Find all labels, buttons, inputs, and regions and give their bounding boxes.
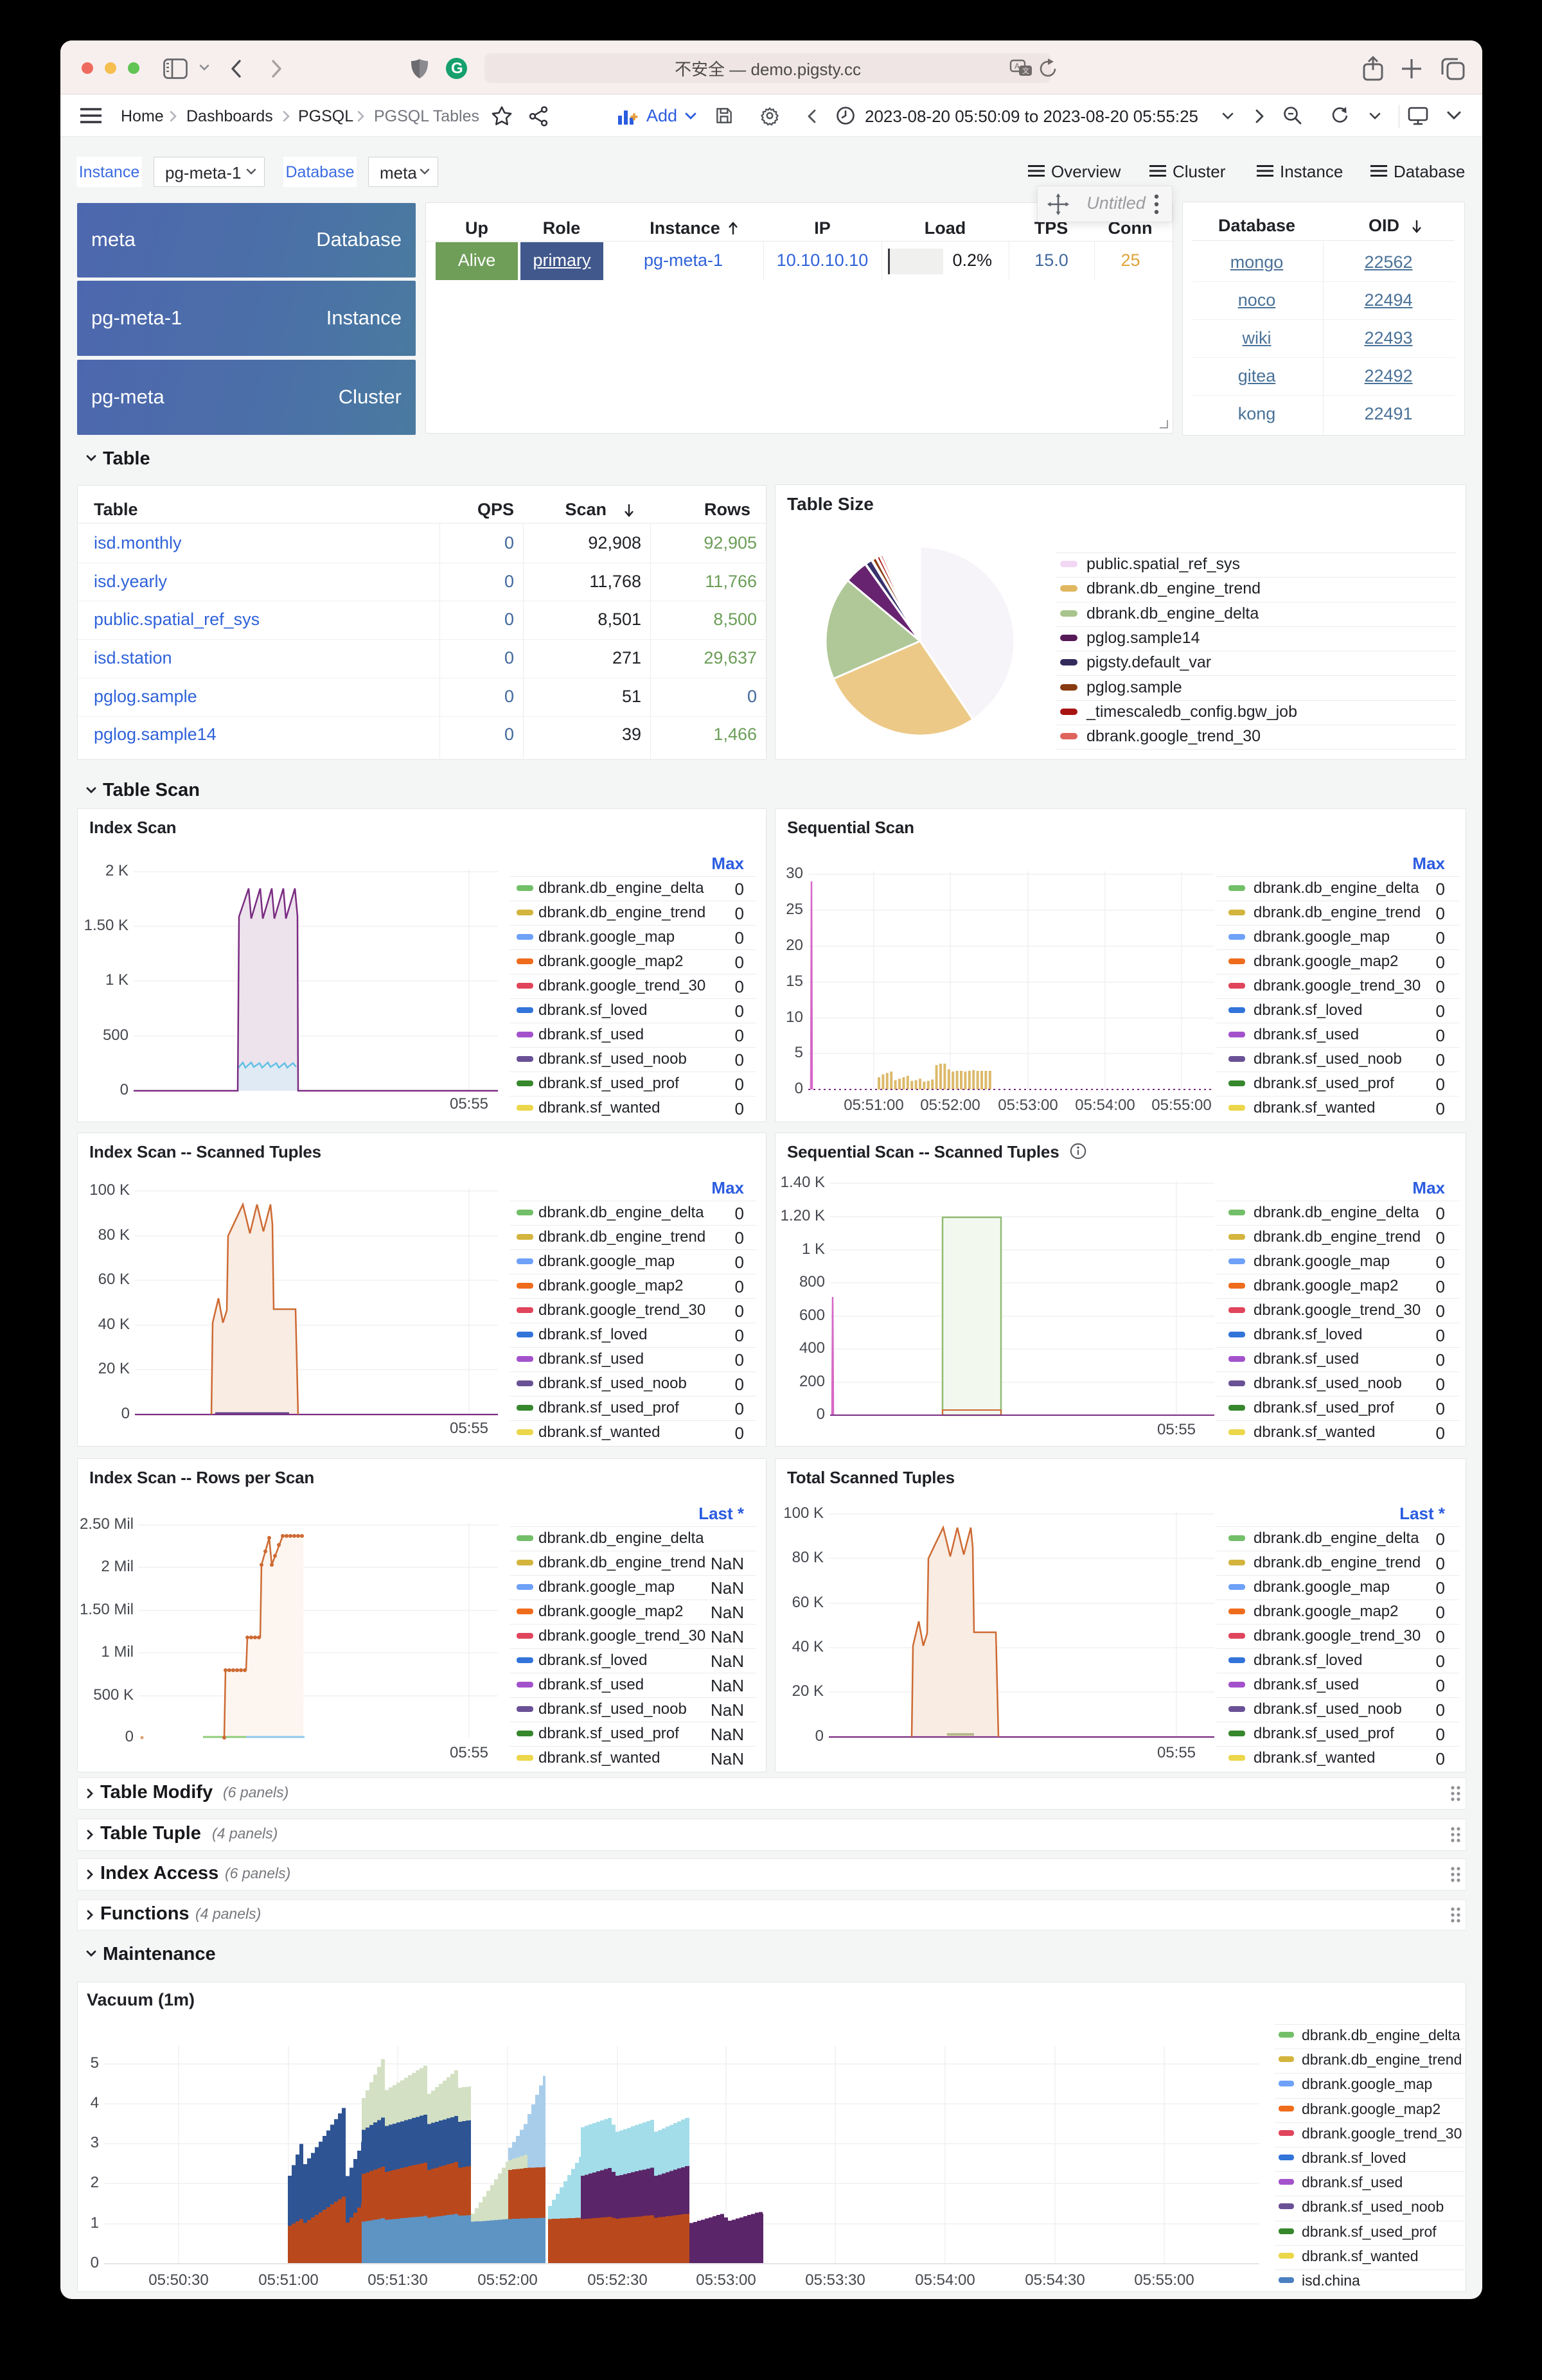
svg-text:A: A: [1015, 62, 1020, 71]
svg-text:文: 文: [1022, 66, 1029, 75]
